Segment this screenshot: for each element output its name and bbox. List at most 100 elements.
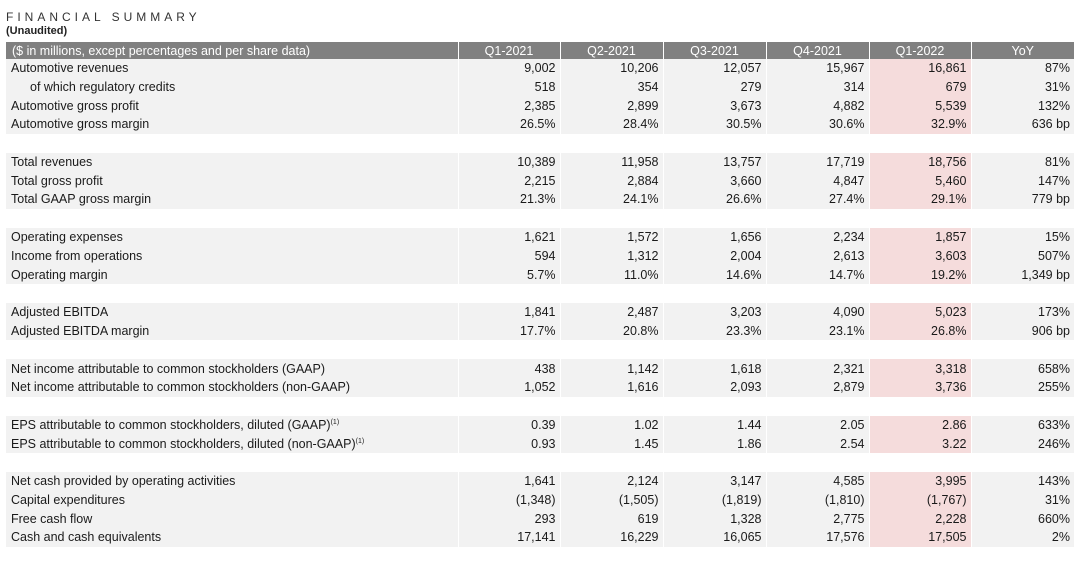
row-label-text: Automotive gross profit	[11, 98, 139, 113]
value-cell: 2,487	[560, 302, 664, 322]
value-cell: 14.7%	[766, 265, 870, 284]
value-cell: 18,756	[869, 152, 972, 172]
spacer-cell	[766, 453, 870, 472]
table-row: EPS attributable to common stockholders,…	[6, 434, 1074, 453]
spacer-cell	[663, 453, 767, 472]
value-cell: 16,229	[560, 528, 664, 547]
value-cell: 23.1%	[766, 321, 870, 341]
value-cell: 660%	[971, 509, 1074, 529]
spacer-cell	[458, 208, 561, 228]
row-label-text: Adjusted EBITDA	[11, 305, 109, 320]
table-row: Automotive gross margin 26.5% 28.4% 30.5% 30…	[6, 115, 1074, 134]
value-cell: 1.02	[560, 415, 664, 435]
table-row: Free cash flow 293 619 1,328 2,775 2,228 660%	[6, 509, 1074, 529]
header-row: ($ in millions, except percentages and p…	[6, 42, 1074, 59]
spacer-cell	[971, 208, 1074, 228]
spacer-cell	[766, 396, 870, 416]
page-title: FINANCIAL SUMMARY	[6, 10, 201, 24]
value-cell: 173%	[971, 302, 1074, 322]
value-cell: 2,124	[560, 472, 664, 491]
spacer-cell	[869, 133, 972, 153]
table-row: Adjusted EBITDA margin 17.7% 20.8% 23.3% 23.…	[6, 321, 1074, 341]
value-cell: 1,656	[663, 227, 767, 247]
row-label-text: Automotive gross margin	[11, 117, 150, 132]
spacer-cell	[6, 283, 459, 303]
spacer-cell	[663, 340, 767, 360]
value-cell: 5,460	[869, 171, 972, 191]
value-cell: 2,228	[869, 509, 972, 529]
value-cell: 354	[560, 77, 664, 97]
row-label-text: Net cash provided by operating activitie…	[11, 474, 236, 489]
row-label: Automotive revenues	[6, 59, 459, 78]
spacer-cell	[869, 453, 972, 472]
value-cell: 1,841	[458, 302, 561, 322]
value-cell: 28.4%	[560, 115, 664, 134]
value-cell: 633%	[971, 415, 1074, 435]
table-row: Net cash provided by operating activitie…	[6, 472, 1074, 491]
row-label-text: Adjusted EBITDA margin	[11, 323, 150, 338]
value-cell: 1,618	[663, 359, 767, 378]
row-label-text: of which regulatory credits	[30, 80, 176, 95]
table-header: ($ in millions, except percentages and p…	[6, 42, 1074, 59]
value-cell: 1,349 bp	[971, 265, 1074, 284]
spacer-cell	[663, 133, 767, 153]
value-cell: 11.0%	[560, 265, 664, 284]
value-cell: 2,775	[766, 509, 870, 529]
row-label-text: Net income attributable to common stockh…	[11, 361, 326, 376]
table-row: Operating expenses 1,621 1,572 1,656 2,234 1,…	[6, 227, 1074, 247]
spacer-row	[6, 133, 1074, 153]
value-cell: 1,616	[560, 377, 664, 397]
spacer-cell	[869, 340, 972, 360]
value-cell: 3,203	[663, 302, 767, 322]
value-cell: 132%	[971, 96, 1074, 116]
spacer-cell	[766, 283, 870, 303]
row-label-text: Income from operations	[11, 248, 143, 263]
spacer-cell	[458, 453, 561, 472]
page-subtitle: (Unaudited)	[6, 25, 68, 37]
value-cell: 147%	[971, 171, 1074, 191]
value-cell: 2.05	[766, 415, 870, 435]
spacer-cell	[766, 208, 870, 228]
value-cell: 2.54	[766, 434, 870, 453]
row-label: Operating expenses	[6, 227, 459, 247]
spacer-cell	[869, 208, 972, 228]
spacer-cell	[458, 340, 561, 360]
spacer-row	[6, 208, 1074, 228]
value-cell: 518	[458, 77, 561, 97]
row-label: Adjusted EBITDA margin	[6, 321, 459, 341]
spacer-cell	[971, 283, 1074, 303]
value-cell: 3,673	[663, 96, 767, 116]
spacer-cell	[869, 396, 972, 416]
value-cell: 4,090	[766, 302, 870, 322]
value-cell: 3.22	[869, 434, 972, 453]
header-cell-q3-2021: Q3-2021	[663, 42, 767, 59]
value-cell: 1,142	[560, 359, 664, 378]
value-cell: 14.6%	[663, 265, 767, 284]
spacer-cell	[971, 340, 1074, 360]
value-cell: 2.86	[869, 415, 972, 435]
row-label: Capital expenditures	[6, 490, 459, 510]
value-cell: 779 bp	[971, 190, 1074, 209]
value-cell: 1.45	[560, 434, 664, 453]
row-label-text: Operating margin	[11, 267, 108, 282]
value-cell: 30.5%	[663, 115, 767, 134]
spacer-cell	[6, 208, 459, 228]
value-cell: 2,613	[766, 246, 870, 266]
value-cell: 1,052	[458, 377, 561, 397]
table-row: Operating margin 5.7% 11.0% 14.6% 14.7% 19.2%…	[6, 265, 1074, 284]
footnote-marker: (1)	[355, 437, 365, 445]
value-cell: 0.93	[458, 434, 561, 453]
spacer-cell	[766, 133, 870, 153]
value-cell: 17.7%	[458, 321, 561, 341]
value-cell: 658%	[971, 359, 1074, 378]
value-cell: 1,312	[560, 246, 664, 266]
row-label-text: Free cash flow	[11, 511, 93, 526]
spacer-cell	[458, 133, 561, 153]
value-cell: 13,757	[663, 152, 767, 172]
spacer-cell	[971, 453, 1074, 472]
footnote-marker: (1)	[330, 418, 340, 426]
value-cell: 29.1%	[869, 190, 972, 209]
header-cell-q4-2021: Q4-2021	[766, 42, 870, 59]
row-label-text: Automotive revenues	[11, 61, 129, 76]
spacer-cell	[6, 396, 459, 416]
